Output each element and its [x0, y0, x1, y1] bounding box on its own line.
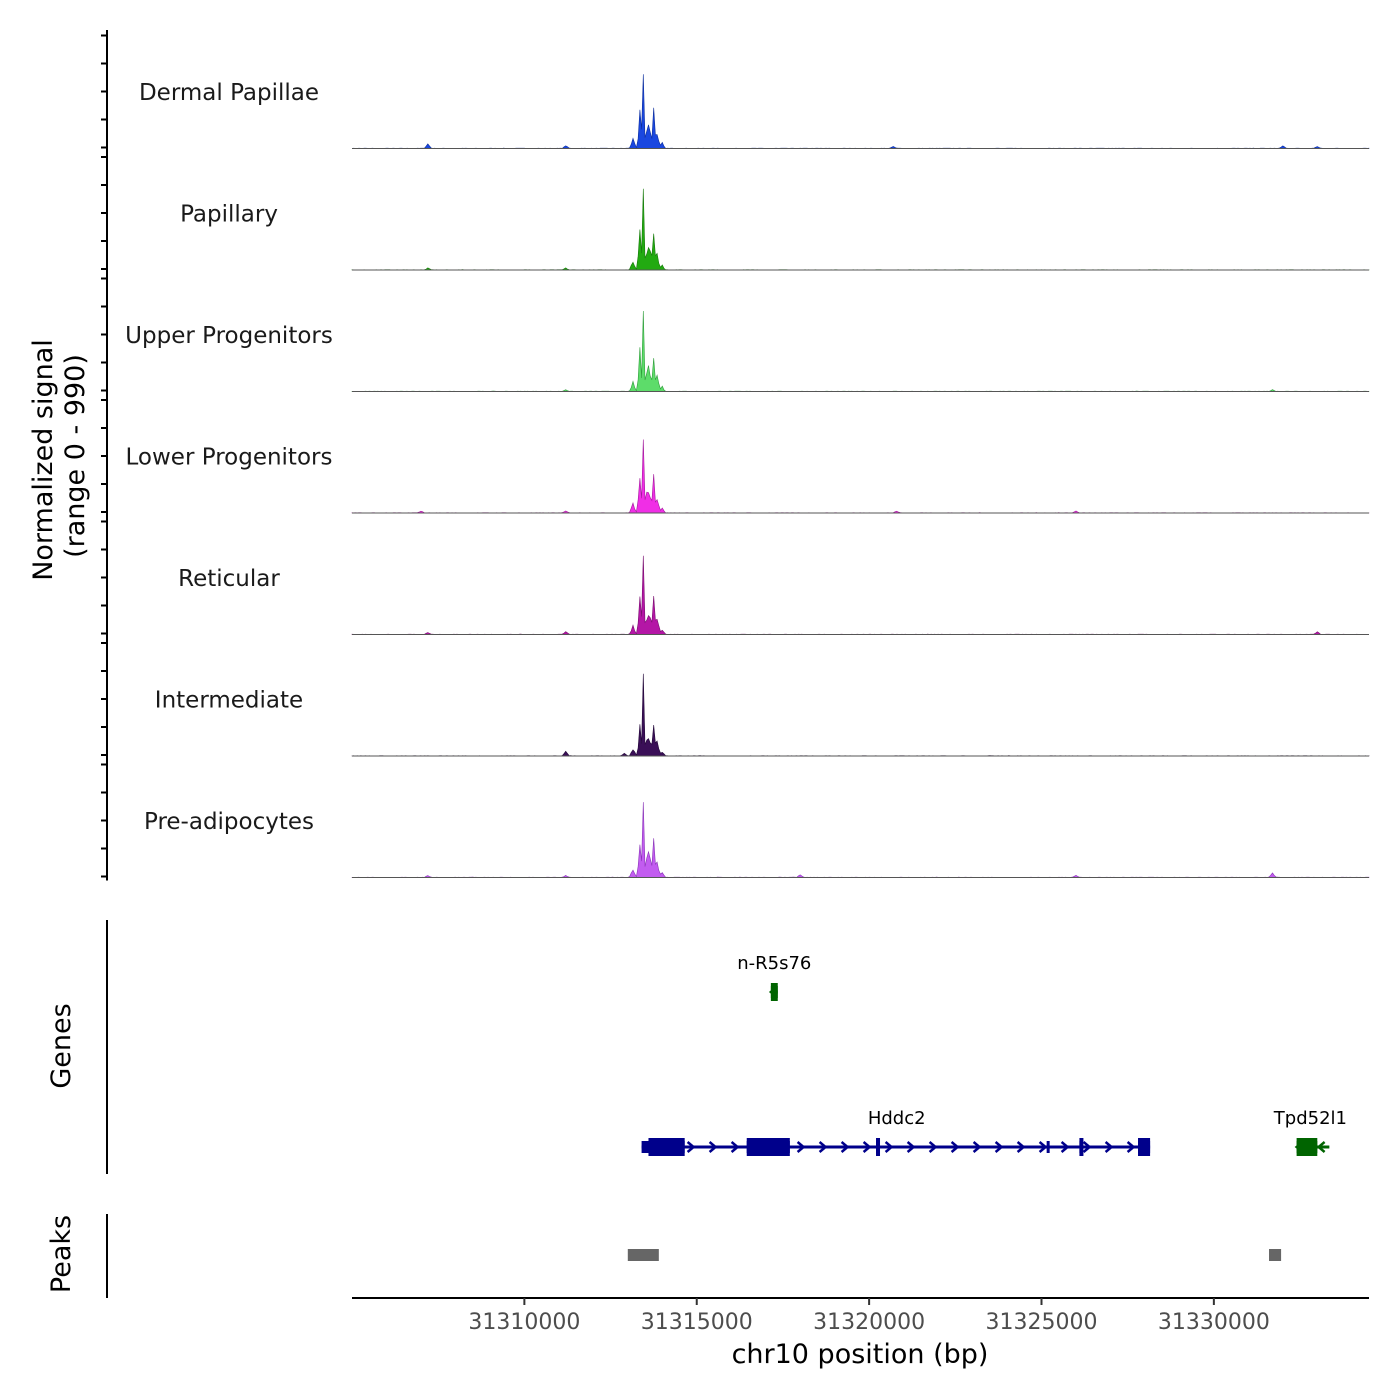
- strand-arrow: [1316, 1141, 1326, 1153]
- coverage-tracks: Dermal Papillae Papillary Upper Progenitor…: [125, 74, 1370, 878]
- x-tick-label: 31330000: [1158, 1310, 1270, 1335]
- gene-label: Hddc2: [868, 1108, 926, 1129]
- strand-arrow: [708, 1141, 718, 1153]
- strand-arrow: [862, 1141, 872, 1153]
- track-label: Reticular: [178, 566, 280, 592]
- y-axis-title: Normalized signal (range 0 - 990): [28, 339, 91, 581]
- strand-arrow: [994, 1141, 1004, 1153]
- x-tick-label: 31325000: [985, 1310, 1097, 1335]
- track-upper-progenitors: Upper Progenitors: [125, 310, 1370, 392]
- coverage-area: [351, 439, 1370, 514]
- strand-arrow: [1082, 1141, 1092, 1153]
- strand-arrow: [1060, 1141, 1070, 1153]
- strand-arrow: [686, 1141, 696, 1153]
- track-intermediate: Intermediate: [155, 673, 1370, 757]
- strand-arrow: [796, 1141, 806, 1153]
- peak: [627, 1249, 659, 1261]
- strand-arrow: [730, 1141, 740, 1153]
- coding-exon: [746, 1138, 790, 1156]
- peak: [1269, 1249, 1282, 1261]
- gene-label: n-R5s76: [737, 953, 811, 974]
- x-tick-label: 31320000: [813, 1310, 925, 1335]
- track-label: Upper Progenitors: [125, 323, 333, 349]
- track-label: Lower Progenitors: [126, 445, 333, 471]
- gene-n-r5s76: n-R5s76: [737, 953, 811, 1001]
- track-label: Pre-adipocytes: [144, 809, 314, 835]
- coding-exon: [876, 1138, 881, 1156]
- track-pre-adipocytes: Pre-adipocytes: [144, 802, 1370, 878]
- coding-exon: [648, 1138, 685, 1156]
- strand-arrow: [950, 1141, 960, 1153]
- track-reticular: Reticular: [178, 555, 1370, 635]
- gene-models: n-R5s76 Hddc2 Tpd52l1: [641, 953, 1347, 1156]
- genes-panel: Genes n-R5s76 Hddc2 Tpd52l1: [46, 920, 1347, 1174]
- gene-label: Tpd52l1: [1273, 1108, 1347, 1129]
- track-papillary: Papillary: [180, 188, 1370, 271]
- coverage-y-axis: [101, 30, 108, 881]
- strand-arrow: [1104, 1141, 1114, 1153]
- strand-arrow: [1126, 1141, 1136, 1153]
- x-axis-title: chr10 position (bp): [732, 1339, 989, 1370]
- y-axis-title-line2: (range 0 - 990): [60, 354, 91, 558]
- x-tick-label: 31315000: [641, 1310, 753, 1335]
- coding-exon: [1079, 1138, 1084, 1156]
- x-axis: 31310000 31315000 31320000 31325000 31330000: [352, 1297, 1369, 1335]
- strand-arrow: [972, 1141, 982, 1153]
- coverage-area: [351, 74, 1370, 149]
- strand-arrow: [1016, 1141, 1026, 1153]
- exon: [1046, 1141, 1050, 1153]
- strand-arrow: [884, 1141, 894, 1153]
- track-label: Papillary: [180, 202, 278, 228]
- strand-arrow: [818, 1141, 828, 1153]
- y-axis-title-line1: Normalized signal: [28, 339, 59, 581]
- coding-exon: [1138, 1138, 1151, 1156]
- x-tick-label: 31310000: [468, 1310, 580, 1335]
- track-label: Intermediate: [155, 688, 303, 714]
- gene-hddc2: Hddc2: [641, 1108, 1151, 1156]
- genes-panel-label: Genes: [46, 1003, 77, 1088]
- coverage-area: [351, 555, 1370, 635]
- strand-arrow: [840, 1141, 850, 1153]
- coding-exon: [770, 983, 778, 1001]
- peak-regions: [627, 1249, 1282, 1261]
- coverage-area: [351, 802, 1370, 878]
- coverage-area: [351, 673, 1370, 757]
- strand-arrow: [906, 1141, 916, 1153]
- gene-tpd52l1: Tpd52l1: [1273, 1108, 1347, 1156]
- peaks-panel: Peaks: [46, 1214, 1282, 1298]
- strand-arrow: [928, 1141, 938, 1153]
- coding-exon: [1296, 1138, 1318, 1156]
- track-dermal-papillae: Dermal Papillae: [139, 74, 1370, 149]
- coverage-area: [351, 310, 1370, 392]
- peaks-panel-label: Peaks: [46, 1215, 77, 1293]
- coverage-area: [351, 188, 1370, 271]
- strand-arrow: [1038, 1141, 1048, 1153]
- track-label: Dermal Papillae: [139, 80, 319, 106]
- track-lower-progenitors: Lower Progenitors: [126, 439, 1370, 514]
